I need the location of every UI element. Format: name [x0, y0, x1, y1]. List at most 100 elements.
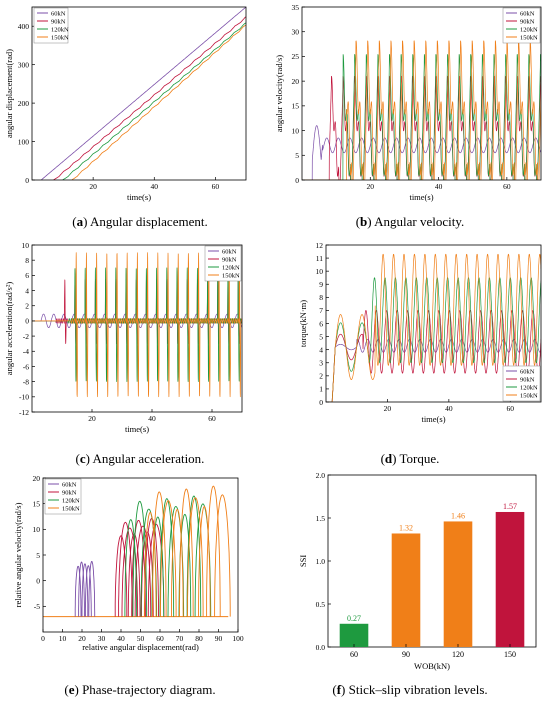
caption-a: (a) Angular displacement.: [72, 214, 208, 229]
series-line-120kN: [326, 277, 541, 402]
caption-c: (c) Angular acceleration.: [75, 451, 205, 466]
y-tick-label: -10: [19, 393, 29, 402]
trajectory-loop-60kN: [84, 565, 92, 617]
y-tick-label: 8: [319, 293, 323, 302]
legend-label: 60kN: [62, 481, 77, 488]
x-tick-label: 40: [117, 634, 125, 643]
plot-area: [43, 485, 231, 618]
legend-label: 90kN: [62, 489, 77, 496]
x-axis-label: time(s): [421, 414, 445, 424]
y-tick-label: 35: [292, 3, 300, 12]
y-tick-label: 4: [25, 286, 29, 295]
legend-label: 120kN: [222, 264, 240, 271]
bar-150: [495, 511, 525, 647]
series-group: [302, 40, 541, 180]
y-tick-label: 6: [25, 271, 29, 280]
y-tick-label: 7: [319, 306, 323, 315]
y-tick-label: -2: [23, 332, 29, 341]
x-tick-label: 40: [445, 404, 453, 413]
y-tick-label: 1.5: [316, 514, 326, 523]
x-tick-label: 20: [78, 634, 86, 643]
series-line-60kN: [302, 125, 541, 180]
x-tick-label: 120: [452, 650, 464, 659]
trajectory-loop-150kN: [143, 511, 157, 617]
series-line-150kN: [32, 252, 242, 398]
y-tick-label: 100: [18, 137, 30, 146]
x-tick-label: 60: [350, 650, 358, 659]
y-tick-label: 6: [319, 319, 323, 328]
series-line-150kN: [326, 253, 541, 402]
bar-120: [443, 521, 473, 647]
legend-label: 120kN: [51, 26, 69, 33]
y-tick-label: -5: [34, 602, 40, 611]
plot-area: [40, 7, 246, 180]
x-tick-label: 60: [212, 182, 220, 191]
trajectory-loop-90kN: [131, 519, 146, 617]
y-tick-label: 0: [25, 176, 29, 185]
series-group: [326, 253, 541, 402]
y-tick-label: 5: [36, 551, 40, 560]
plot-area: [302, 40, 541, 180]
y-tick-label: 8: [25, 256, 29, 265]
legend-label: 150kN: [62, 505, 80, 512]
y-tick-label: 9: [319, 280, 323, 289]
bar-90: [391, 533, 421, 647]
bar-value-label: 1.32: [399, 523, 413, 532]
x-tick-label: 60: [156, 634, 164, 643]
y-tick-label: 10: [316, 267, 324, 276]
x-tick-label: 60: [503, 182, 511, 191]
y-tick-label: 0.0: [316, 643, 326, 652]
series-line-150kN: [71, 24, 246, 180]
series-line-150kN: [302, 40, 541, 180]
y-tick-label: 2.0: [316, 471, 326, 480]
x-tick-label: 40: [435, 182, 443, 191]
y-tick-label: 20: [292, 77, 300, 86]
trajectory-loop-60kN: [74, 565, 82, 617]
bar-value-label: 0.27: [347, 614, 361, 623]
y-tick-label: -12: [19, 408, 29, 417]
y-axis-label: angular displacement(rad): [4, 49, 14, 138]
y-tick-label: -8: [23, 377, 29, 386]
legend-label: 90kN: [222, 256, 237, 263]
trajectory-loop-150kN: [187, 497, 204, 617]
y-tick-label: 25: [292, 52, 300, 61]
legend-label: 150kN: [520, 34, 538, 41]
x-tick-label: 30: [98, 634, 106, 643]
x-tick-label: 0: [41, 634, 45, 643]
trajectory-loop-150kN: [151, 491, 167, 617]
y-tick-label: 5: [295, 151, 299, 160]
plot-frame: [31, 244, 243, 413]
y-tick-label: 12: [316, 241, 324, 250]
y-tick-label: 10: [22, 241, 30, 250]
x-tick-label: 20: [88, 414, 96, 423]
x-tick-label: 60: [507, 404, 515, 413]
legend-label: 90kN: [51, 18, 66, 25]
trajectory-loop-120kN: [124, 519, 138, 617]
y-tick-label: 1.0: [316, 557, 326, 566]
series-group: [40, 7, 246, 180]
y-tick-label: 0.5: [316, 600, 326, 609]
legend-label: 120kN: [62, 497, 80, 504]
trajectory-loop-150kN: [179, 488, 194, 617]
y-tick-label: 15: [33, 499, 41, 508]
x-tick-label: 90: [215, 634, 223, 643]
series-line-120kN: [62, 22, 246, 180]
plot-area: [32, 252, 242, 398]
legend-label: 90kN: [520, 376, 535, 383]
y-tick-label: 4: [319, 345, 323, 354]
y-tick-label: 2: [319, 372, 323, 381]
legend-label: 90kN: [520, 18, 535, 25]
legend-label: 60kN: [51, 10, 66, 17]
trajectory-loop-90kN: [114, 535, 128, 617]
y-axis-label: SSI: [298, 555, 308, 567]
